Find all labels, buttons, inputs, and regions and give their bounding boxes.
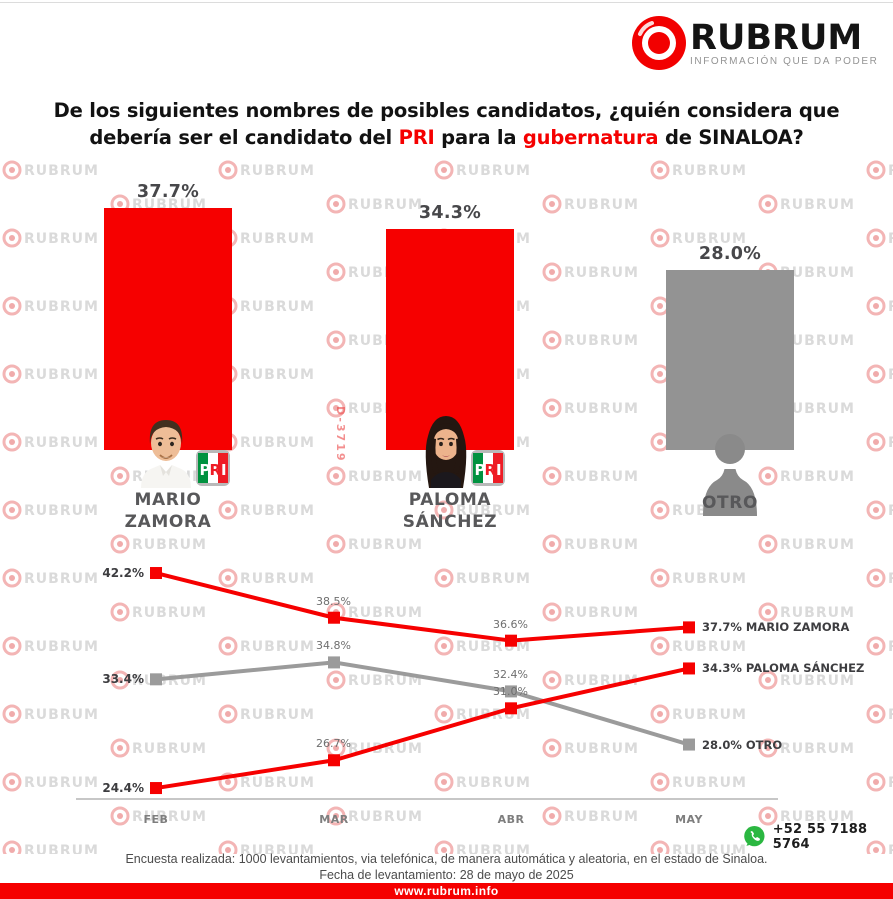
brand-tagline: INFORMACIÓN QUE DA PODER [690, 55, 879, 67]
highlight-gubernatura: gubernatura [522, 126, 659, 149]
highlight-pri: PRI [398, 126, 435, 149]
x-axis-label-mar: MAR [319, 813, 349, 826]
line-value-label-mario-zamora-abr: 36.6% [493, 617, 528, 631]
whatsapp-number[interactable]: +52 55 7188 5764 [772, 822, 868, 852]
svg-text:P: P [475, 461, 486, 479]
x-axis-label-abr: ABR [497, 813, 525, 826]
line-value-label-paloma-s-nchez-feb: 24.4% [102, 781, 144, 796]
methodology-note: Encuesta realizada: 1000 levantamientos,… [125, 852, 768, 866]
header: RUBRUM INFORMACIÓN QUE DA PODER [630, 14, 878, 72]
data-point-mario-zamora-may [683, 621, 695, 634]
trend-line-paloma-s-nchez [155, 666, 690, 791]
poll-question-line1: De los siguientes nombres de posibles ca… [53, 99, 840, 122]
bar-value-mario-zamora: 37.7% [136, 181, 200, 202]
data-point-mario-zamora-abr [505, 634, 517, 647]
data-point-otro-mar [328, 656, 340, 669]
trend-line-mario-zamora [155, 571, 690, 643]
bar-paloma-sanchez [386, 229, 514, 450]
pri-logo: P R I [471, 450, 505, 486]
survey-date-note: Fecha de levantamiento: 28 de mayo de 20… [319, 868, 574, 882]
x-axis-label-feb: FEB [143, 813, 169, 826]
candidate-name-otro: OTRO [702, 493, 758, 513]
candidate-name-paloma-sanchez: PALOMA SÁNCHEZ [402, 490, 498, 532]
line-value-label-paloma-s-nchez-abr: 31.0% [493, 685, 528, 699]
data-point-otro-feb [150, 673, 162, 686]
data-point-otro-may [683, 738, 695, 751]
svg-text:R: R [485, 461, 497, 479]
poll-question-line2: debería ser el candidato del PRI para la… [89, 126, 804, 149]
trend-line-otro [155, 660, 690, 747]
data-point-mario-zamora-mar [328, 611, 340, 624]
top-divider [0, 2, 893, 3]
line-value-label-otro-may: 28.0% OTRO [702, 737, 783, 752]
paloma-sanchez-photo [425, 416, 467, 488]
data-point-mario-zamora-feb [150, 567, 162, 580]
bar-value-paloma-sanchez: 34.3% [418, 203, 482, 224]
bar-mario-zamora [104, 207, 232, 450]
x-axis-line [76, 798, 778, 800]
pri-logo: P R I [196, 450, 230, 486]
data-point-paloma-s-nchez-abr [505, 702, 517, 715]
svg-text:P: P [200, 461, 211, 479]
website-url[interactable]: www.rubrum.info [394, 884, 499, 898]
bar-otro [666, 269, 794, 450]
whatsapp-icon [744, 825, 765, 847]
line-value-label-mario-zamora-feb: 42.2% [102, 566, 144, 581]
line-value-label-mario-zamora-may: 37.7% MARIO ZAMORA [702, 620, 850, 635]
line-value-label-mario-zamora-mar: 38.5% [316, 594, 351, 608]
x-axis-label-may: MAY [675, 813, 703, 826]
line-value-label-otro-feb: 33.4% [102, 672, 144, 687]
data-point-paloma-s-nchez-feb [150, 782, 162, 795]
line-value-label-otro-mar: 34.8% [316, 639, 351, 653]
mario-zamora-photo [141, 420, 191, 488]
svg-text:R: R [210, 461, 222, 479]
website-bar: www.rubrum.info [0, 883, 893, 899]
whatsapp-contact[interactable]: +52 55 7188 5764 [742, 822, 893, 852]
svg-text:I: I [221, 461, 227, 479]
line-value-label-otro-abr: 32.4% [493, 668, 528, 682]
bar-value-otro: 28.0% [698, 243, 762, 264]
brand-name: RUBRUM [690, 17, 863, 58]
svg-text:I: I [496, 461, 502, 479]
data-point-paloma-s-nchez-may [683, 662, 695, 675]
data-point-paloma-s-nchez-mar [328, 754, 340, 767]
otro-silhouette-icon [703, 434, 757, 516]
line-value-label-paloma-s-nchez-may: 34.3% PALOMA SÁNCHEZ [702, 661, 865, 676]
poll-question: De los siguientes nombres de posibles ca… [0, 97, 893, 151]
watermark-id: D-3719 [334, 406, 347, 463]
candidate-name-mario-zamora: MARIO ZAMORA [124, 490, 212, 532]
bullseye-icon [632, 16, 686, 70]
line-value-label-paloma-s-nchez-mar: 26.7% [316, 737, 351, 751]
